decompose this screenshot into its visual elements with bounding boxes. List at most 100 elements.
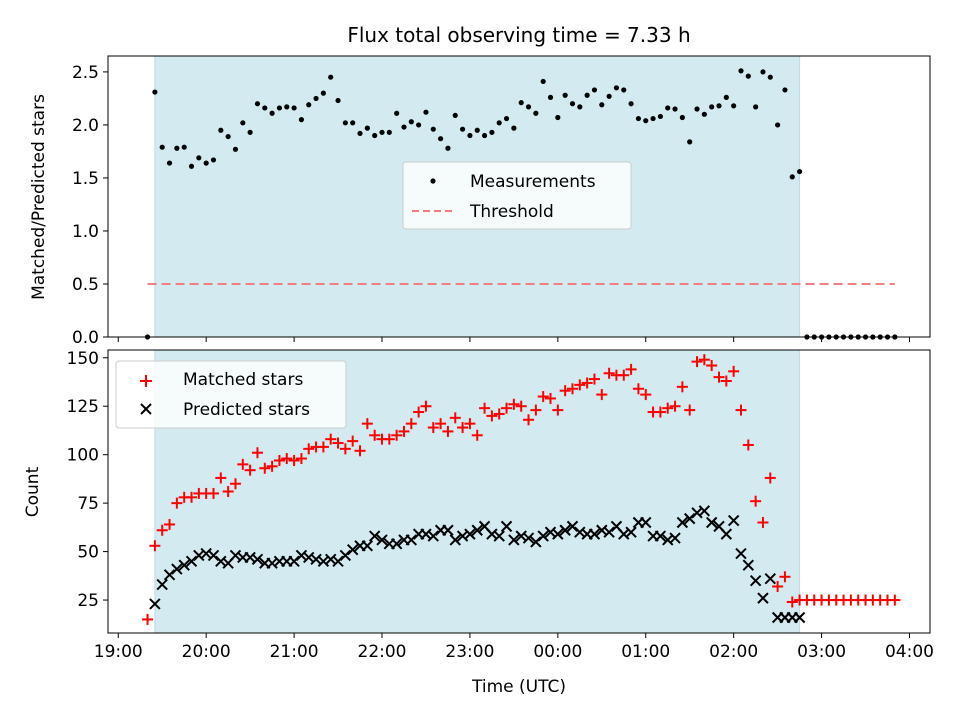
predicted-stars-point [171, 563, 183, 575]
predicted-stars-point [207, 549, 220, 562]
matched-stars-point [654, 406, 666, 418]
matched-stars-point [398, 425, 410, 437]
matched-stars-point [676, 381, 688, 393]
measurement-point [672, 106, 678, 112]
matched-stars-point [559, 385, 571, 397]
matched-stars-point [325, 433, 337, 445]
measurement-point [313, 95, 319, 102]
measurement-point [262, 105, 268, 111]
matched-stars-point [295, 453, 307, 465]
matched-stars-point [508, 398, 520, 410]
matched-stars-point [640, 389, 652, 401]
matched-stars-point [713, 371, 725, 383]
measurement-point [694, 106, 700, 112]
y-tick-label: 50 [77, 543, 99, 563]
matched-stars-point [537, 391, 549, 403]
matched-stars-point [273, 454, 285, 466]
y-tick-label: 75 [77, 494, 99, 514]
matched-stars-point [581, 377, 593, 389]
predicted-stars-point [793, 611, 806, 624]
bottom-y-axis-label: Count [23, 466, 43, 517]
matched-stars-point [442, 425, 454, 437]
x-tick-label: 03:00 [797, 642, 846, 662]
matched-stars-point [757, 517, 769, 529]
top-axis-ticks: 0.0 0.5 1.0 1.5 2.0 2.5 [72, 63, 910, 348]
matched-stars-point [728, 365, 740, 377]
measurement-point [731, 103, 737, 109]
measurement-point [166, 160, 173, 166]
measurement-point [503, 115, 510, 122]
measurement-point [775, 122, 781, 128]
matched-stars-point [347, 435, 359, 447]
y-tick-label: 0.0 [72, 328, 99, 348]
measurement-point [650, 115, 656, 122]
matched-stars-point [530, 404, 542, 416]
measurement-point [606, 93, 612, 99]
predicted-stars-point [742, 559, 755, 571]
legend-threshold-label: Threshold [469, 202, 554, 222]
predicted-stars-point [251, 553, 264, 566]
measurement-point [284, 104, 290, 110]
predicted-stars-point [442, 524, 454, 536]
matched-stars-point [222, 486, 234, 497]
predicted-stars-point [625, 526, 637, 538]
matched-stars-point [698, 354, 710, 366]
matched-stars-point [332, 437, 344, 449]
measurement-point [796, 168, 803, 175]
measurement-point [584, 92, 590, 98]
measurement-point [328, 74, 334, 80]
matched-stars-point [662, 402, 674, 414]
predicted-stars-point [508, 534, 520, 546]
measurement-point [269, 110, 275, 116]
matched-stars-point [405, 418, 417, 430]
measurement-point [174, 145, 180, 151]
x-tick-label: 23:00 [445, 642, 494, 662]
matched-stars-point [369, 429, 381, 441]
matched-stars-point [764, 472, 776, 484]
measurement-point [276, 105, 283, 111]
predicted-stars-point [603, 526, 615, 538]
matched-stars-point [501, 402, 513, 414]
measurement-point [496, 120, 502, 126]
predicted-stars-point [405, 534, 418, 546]
bottom-plot-series [142, 354, 901, 625]
measurement-point [635, 115, 642, 122]
matched-stars-point [142, 613, 154, 625]
matched-stars-point [339, 443, 351, 455]
predicted-stars-point [757, 592, 769, 604]
y-tick-label: 2.5 [72, 63, 99, 83]
matched-stars-point [288, 454, 300, 466]
measurement-point [569, 101, 576, 107]
matched-stars-point [354, 445, 366, 457]
matched-stars-point [720, 375, 732, 387]
predicted-stars-point [669, 532, 681, 544]
measurement-point [225, 133, 231, 140]
measurement-point [767, 74, 773, 80]
predicted-stars-point [559, 524, 571, 536]
y-tick-label: 100 [67, 446, 99, 466]
predicted-stars-point [698, 505, 711, 517]
measurement-point [716, 103, 722, 109]
measurement-point [188, 163, 195, 169]
legend-measurements-marker [430, 178, 436, 184]
measurement-point [459, 126, 466, 132]
predicted-stars-point [720, 528, 733, 540]
measurement-point [430, 126, 436, 132]
predicted-stars-point [735, 547, 747, 560]
measurement-point [203, 160, 209, 166]
measurement-point [613, 85, 620, 91]
x-tick-label: 04:00 [885, 642, 934, 662]
predicted-stars-point [163, 569, 176, 581]
measurement-point [350, 120, 356, 126]
x-tick-label: 01:00 [621, 642, 670, 662]
predicted-stars-point [464, 528, 476, 540]
matched-stars-point [317, 441, 329, 453]
measurement-point [386, 129, 392, 135]
legend-measurements-label: Measurements [470, 172, 596, 192]
measurement-point [445, 145, 451, 151]
measurement-point [525, 104, 532, 110]
predicted-stars-point [471, 524, 483, 536]
matched-stars-point [383, 433, 395, 445]
matched-stars-point [684, 404, 696, 416]
